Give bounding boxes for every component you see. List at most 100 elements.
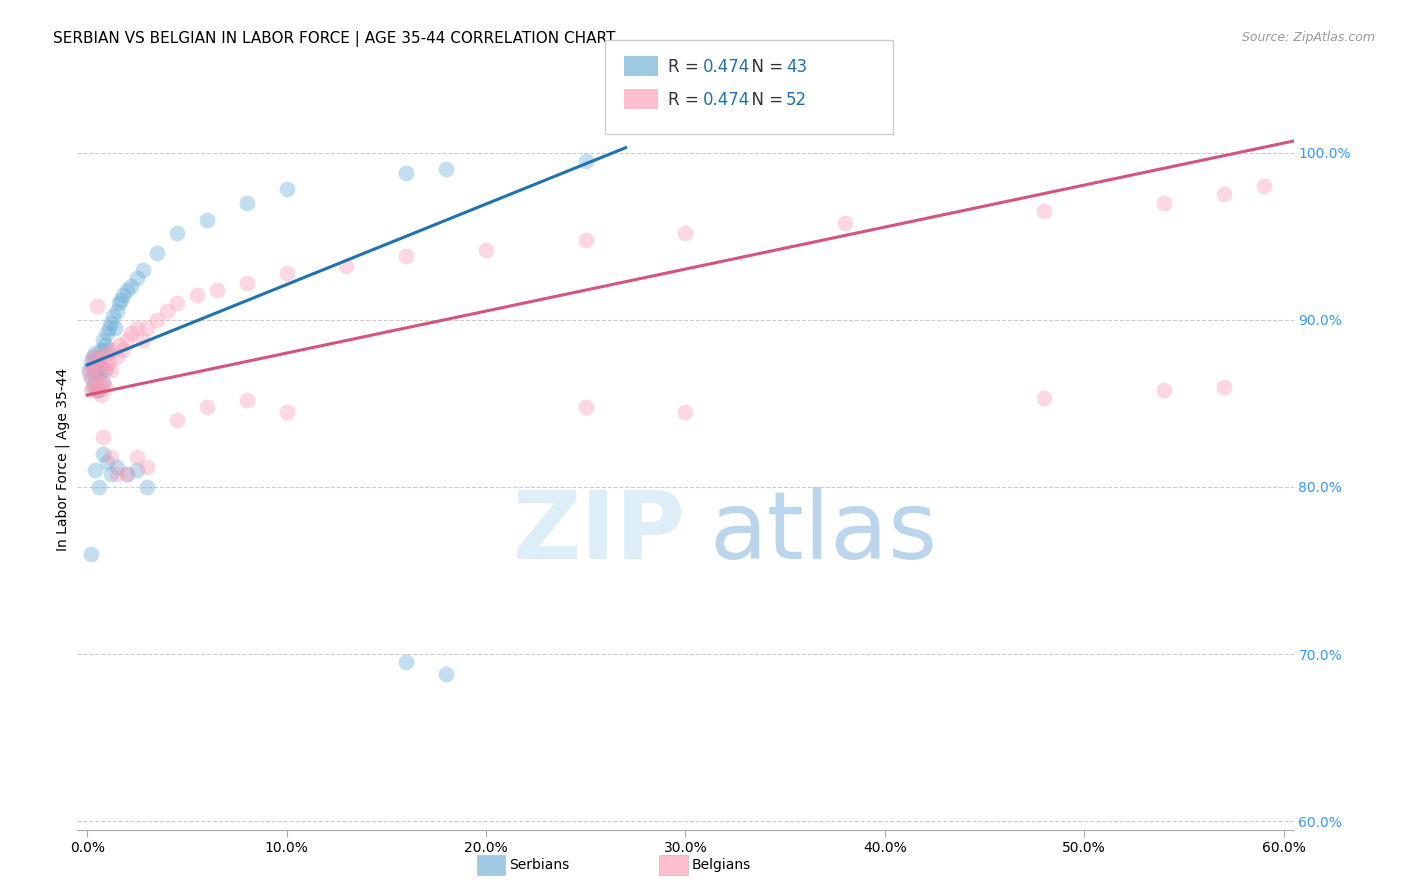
Point (86, 300, 108, 314)
Point (96, 343, 118, 357)
Text: Belgians: Belgians (692, 858, 751, 872)
Point (84, 346, 107, 360)
Point (96, 326, 118, 341)
Point (675, 226, 697, 240)
Point (84, 376, 107, 391)
Point (575, 400, 598, 414)
Point (146, 246, 169, 260)
Point (104, 321, 127, 335)
Point (1033, 204, 1056, 219)
Point (84, 367, 107, 381)
Point (91, 376, 114, 391)
Point (146, 313, 169, 327)
Point (132, 262, 155, 277)
Point (236, 195, 259, 210)
Point (86, 354, 108, 368)
Point (115, 467, 138, 481)
Point (276, 266, 298, 280)
Point (1033, 392, 1056, 406)
Point (91, 333, 114, 347)
Point (166, 296, 188, 310)
Point (100, 450, 122, 464)
Y-axis label: In Labor Force | Age 35-44: In Labor Force | Age 35-44 (56, 368, 70, 551)
Point (120, 279, 142, 293)
Point (84, 359, 107, 374)
Point (80, 371, 103, 385)
Text: R =: R = (668, 58, 704, 76)
Point (136, 480, 159, 494)
Text: N =: N = (741, 91, 789, 109)
Text: ZIP: ZIP (513, 487, 686, 580)
Point (110, 293, 132, 307)
Point (236, 276, 259, 290)
Point (103, 343, 125, 357)
Point (84, 463, 107, 477)
Point (112, 287, 135, 301)
Point (1153, 383, 1175, 397)
Point (89, 350, 111, 364)
Point (395, 656, 418, 670)
Point (166, 413, 188, 427)
Point (91, 376, 114, 391)
Text: 43: 43 (786, 58, 807, 76)
Point (834, 216, 856, 230)
Text: 52: 52 (786, 91, 807, 109)
Point (91, 446, 114, 460)
Text: Serbians: Serbians (509, 858, 569, 872)
Text: 0.474: 0.474 (703, 58, 751, 76)
Point (86, 383, 108, 397)
Point (94, 379, 117, 393)
Point (79, 367, 101, 381)
Point (89, 376, 111, 391)
Point (96, 359, 118, 374)
Point (1212, 187, 1234, 202)
Point (89, 367, 111, 381)
Point (195, 400, 218, 414)
Point (90, 359, 112, 374)
Point (136, 321, 159, 335)
Text: SERBIAN VS BELGIAN IN LABOR FORCE | AGE 35-44 CORRELATION CHART: SERBIAN VS BELGIAN IN LABOR FORCE | AGE … (53, 31, 616, 47)
Point (108, 338, 131, 352)
Point (335, 260, 357, 274)
Point (96, 346, 118, 360)
Point (105, 459, 128, 474)
Point (105, 467, 128, 481)
Point (132, 333, 155, 347)
Point (276, 182, 298, 196)
Point (1153, 195, 1175, 210)
Point (475, 243, 498, 257)
Point (80, 354, 103, 368)
Point (434, 667, 457, 681)
Point (434, 162, 457, 177)
Point (120, 326, 142, 341)
Text: R =: R = (668, 91, 704, 109)
Point (86, 383, 108, 397)
Point (82, 359, 104, 374)
Point (395, 249, 418, 263)
Point (205, 283, 228, 297)
Point (94, 338, 117, 352)
Point (100, 363, 122, 377)
Point (103, 310, 125, 324)
Point (115, 283, 138, 297)
Point (91, 430, 114, 444)
Point (127, 463, 149, 477)
Point (98, 321, 121, 335)
Text: 0.474: 0.474 (703, 91, 751, 109)
Point (89, 350, 111, 364)
Point (79, 363, 101, 377)
Point (82, 371, 104, 385)
Point (96, 455, 118, 469)
Text: atlas: atlas (710, 487, 938, 580)
Point (80, 547, 103, 561)
Point (82, 350, 104, 364)
Point (575, 233, 598, 247)
Point (115, 467, 138, 481)
Point (82, 350, 104, 364)
Point (91, 350, 114, 364)
Point (98, 354, 121, 368)
Point (82, 379, 104, 393)
Point (675, 405, 697, 419)
Point (186, 287, 208, 301)
Point (84, 379, 107, 393)
